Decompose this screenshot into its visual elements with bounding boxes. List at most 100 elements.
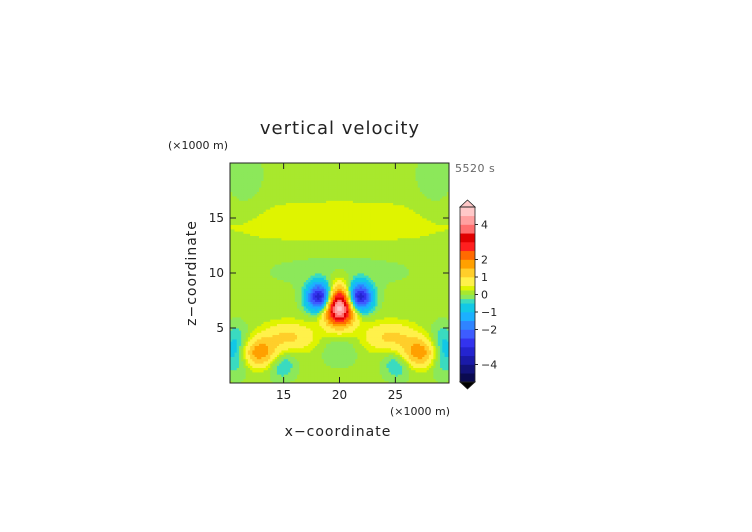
- heatmap-cell: [390, 328, 394, 331]
- heatmap-cell: [411, 314, 414, 318]
- heatmap-cell: [310, 374, 314, 377]
- heatmap-cell: [370, 308, 374, 311]
- heatmap-cell: [442, 376, 445, 379]
- heatmap-cell: [294, 345, 298, 349]
- heatmap-cell: [415, 341, 419, 344]
- heatmap-cell: [267, 303, 271, 307]
- heatmap-cell: [446, 297, 449, 300]
- heatmap-cell: [399, 275, 403, 278]
- heatmap-cell: [243, 273, 247, 276]
- heatmap-cell: [326, 317, 329, 320]
- heatmap-cell: [435, 374, 439, 377]
- heatmap-cell: [346, 352, 349, 355]
- heatmap-cell: [437, 297, 441, 300]
- heatmap-cell: [301, 369, 305, 373]
- heatmap-cell: [245, 290, 249, 294]
- heatmap-cell: [292, 361, 296, 364]
- heatmap-cell: [402, 323, 405, 327]
- heatmap-cell: [317, 301, 320, 305]
- heatmap-cell: [381, 354, 385, 357]
- heatmap-cell: [317, 275, 320, 278]
- heatmap-cell: [283, 358, 287, 362]
- heatmap-cell: [431, 317, 434, 320]
- heatmap-cell: [281, 275, 285, 278]
- heatmap-cell: [238, 288, 242, 291]
- heatmap-cell: [402, 314, 405, 318]
- heatmap-cell: [422, 270, 425, 274]
- heatmap-cell: [361, 356, 365, 360]
- heatmap-cell: [442, 380, 445, 383]
- heatmap-cell: [424, 372, 428, 375]
- heatmap-cell: [294, 270, 298, 274]
- heatmap-cell: [381, 361, 385, 364]
- heatmap-cell: [415, 358, 419, 362]
- heatmap-cell: [417, 374, 421, 377]
- heatmap-cell: [319, 286, 323, 289]
- heatmap-cell: [299, 270, 302, 274]
- heatmap-cell: [274, 297, 278, 300]
- heatmap-cell: [386, 275, 390, 278]
- heatmap-cell: [413, 374, 416, 377]
- heatmap-cell: [359, 374, 363, 377]
- heatmap-cell: [415, 303, 419, 307]
- heatmap-cell: [319, 330, 323, 333]
- heatmap-cell: [294, 339, 298, 342]
- heatmap-cell: [422, 332, 425, 335]
- heatmap-cell: [442, 284, 445, 287]
- heatmap-cell: [319, 317, 323, 320]
- heatmap-cell: [270, 356, 273, 360]
- heatmap-cell: [435, 301, 439, 305]
- heatmap-cell: [267, 286, 271, 289]
- heatmap-cell: [256, 347, 260, 351]
- heatmap-cell: [408, 292, 412, 296]
- heatmap-cell: [359, 317, 363, 320]
- heatmap-cell: [364, 286, 367, 289]
- heatmap-cell: [332, 310, 336, 313]
- heatmap-cell: [386, 358, 390, 362]
- heatmap-cell: [319, 365, 323, 368]
- heatmap-cell: [440, 277, 443, 280]
- heatmap-cell: [444, 275, 448, 278]
- heatmap-cell: [294, 310, 298, 313]
- heatmap-cell: [317, 270, 320, 274]
- heatmap-cell: [312, 356, 316, 360]
- heatmap-cell: [270, 295, 273, 298]
- heatmap-cell: [444, 312, 448, 316]
- heatmap-cell: [337, 363, 340, 366]
- heatmap-cell: [373, 376, 376, 379]
- heatmap-cell: [326, 314, 329, 318]
- heatmap-cell: [328, 325, 331, 329]
- heatmap-cell: [444, 372, 448, 375]
- heatmap-cell: [236, 332, 240, 335]
- heatmap-cell: [252, 310, 255, 313]
- heatmap-cell: [323, 350, 327, 353]
- heatmap-cell: [245, 330, 249, 333]
- heatmap-cell: [314, 277, 318, 280]
- heatmap-cell: [283, 279, 287, 283]
- heatmap-cell: [359, 343, 363, 346]
- heatmap-cell: [267, 323, 271, 327]
- heatmap-cell: [426, 378, 430, 382]
- heatmap-cell: [303, 295, 307, 298]
- heatmap-cell: [370, 363, 374, 366]
- heatmap-cell: [330, 314, 334, 318]
- heatmap-cell: [381, 270, 385, 274]
- heatmap-cell: [279, 312, 282, 316]
- heatmap-cell: [406, 301, 410, 305]
- heatmap-cell: [245, 297, 249, 300]
- heatmap-cell: [339, 336, 343, 340]
- heatmap-cell: [314, 321, 318, 324]
- heatmap-cell: [399, 288, 403, 291]
- heatmap-cell: [355, 317, 358, 320]
- heatmap-cell: [256, 286, 260, 289]
- heatmap-cell: [299, 367, 302, 371]
- heatmap-cell: [404, 270, 407, 274]
- heatmap-cell: [297, 328, 300, 331]
- heatmap-cell: [259, 361, 262, 364]
- heatmap-cell: [252, 354, 255, 357]
- heatmap-cell: [281, 319, 285, 322]
- heatmap-cell: [415, 376, 419, 379]
- heatmap-cell: [433, 376, 436, 379]
- heatmap-cell: [361, 334, 365, 338]
- heatmap-cell: [377, 273, 381, 276]
